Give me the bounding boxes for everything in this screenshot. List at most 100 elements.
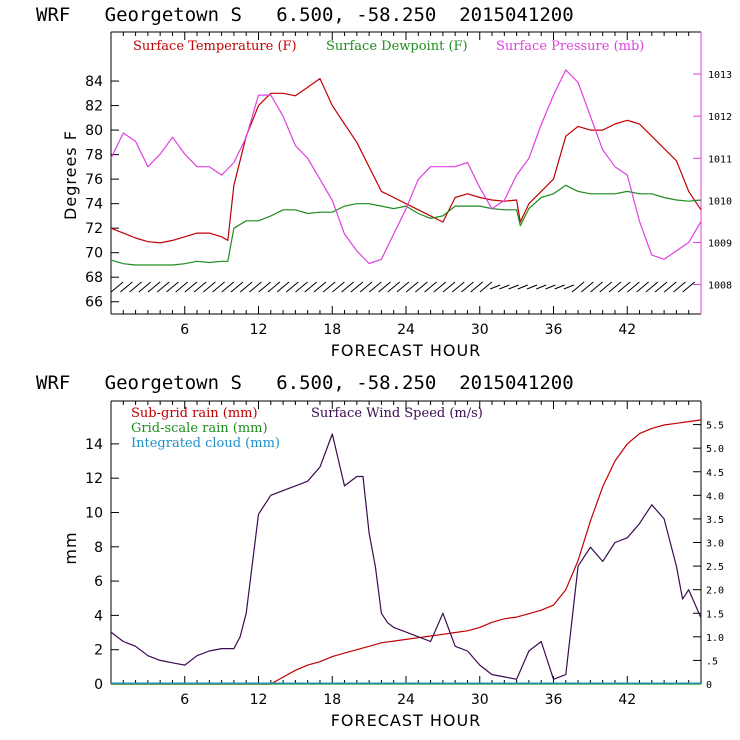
wind-barb	[590, 281, 603, 293]
y-tick-label: 76	[85, 172, 103, 188]
x-tick-label: 30	[471, 322, 489, 338]
y-tick-label: 80	[85, 123, 103, 139]
wind-barb	[636, 281, 649, 293]
y2-tick-label: 3.0	[706, 539, 724, 550]
wind-barb	[433, 281, 447, 293]
x-tick-label: 18	[323, 692, 341, 708]
wind-barb	[571, 281, 585, 293]
wind-barb	[489, 284, 501, 290]
wind-barb	[673, 281, 686, 293]
wind-barb	[442, 281, 456, 293]
surface-wind-speed-line	[110, 433, 702, 680]
wind-barb	[203, 281, 216, 293]
wind-barb	[387, 281, 401, 293]
wind-barb	[147, 281, 161, 293]
wind-barb	[378, 281, 391, 293]
top-chart-title: WRF Georgetown S 6.500, -58.250 20150412…	[36, 4, 574, 26]
y2-tick-label: 1.5	[706, 609, 724, 620]
legend-grid-scale-rain: Grid-scale rain (mm)	[131, 421, 268, 436]
wind-barb	[175, 281, 188, 293]
wind-barb	[599, 281, 613, 293]
wind-barb	[479, 281, 493, 293]
wind-barb	[508, 284, 519, 290]
y2-tick-label: 1012	[708, 112, 732, 123]
top-y-axis-label: Degrees F	[61, 130, 80, 220]
y2-tick-label: 1013	[708, 70, 732, 81]
wind-barb	[267, 281, 281, 293]
x-tick-label: 24	[397, 692, 415, 708]
wind-barb	[424, 281, 437, 293]
wind-barb	[212, 281, 225, 293]
x-tick-label: 12	[250, 692, 268, 708]
wind-barb	[554, 284, 565, 290]
wind-barb	[156, 281, 170, 293]
y-tick-label: 8	[94, 540, 103, 556]
wind-barb	[184, 281, 198, 293]
wind-barb	[285, 281, 299, 293]
wind-barb	[663, 281, 677, 293]
wind-barb	[682, 281, 696, 293]
y2-tick-label: 1011	[708, 154, 732, 165]
wind-barb	[249, 281, 262, 293]
y2-tick-label: 0	[706, 680, 712, 691]
y2-tick-label: 1010	[708, 196, 732, 207]
x-tick-label: 36	[545, 322, 563, 338]
wind-barb	[221, 281, 235, 293]
wind-barb	[580, 281, 594, 293]
y2-tick-label: 5.0	[706, 444, 724, 455]
bottom-y-axis-label: mm	[61, 531, 80, 564]
y-tick-label: 84	[85, 74, 103, 90]
wind-barb	[396, 281, 410, 293]
y-tick-label: 0	[94, 677, 103, 693]
wind-barb	[313, 281, 327, 293]
y2-tick-label: 1009	[708, 238, 732, 249]
x-tick-label: 42	[618, 322, 636, 338]
wind-barb	[368, 281, 382, 293]
legend-surface-pressure: Surface Pressure (mb)	[496, 39, 644, 54]
wind-barb	[526, 284, 538, 290]
y-tick-label: 68	[85, 270, 103, 286]
wind-barb	[166, 281, 179, 293]
y-tick-label: 14	[85, 437, 103, 453]
wind-barb	[359, 281, 373, 293]
wind-barb	[258, 281, 271, 293]
y2-tick-label: 2.0	[706, 586, 724, 597]
y-tick-label: 74	[85, 197, 103, 213]
y2-tick-label: 4.5	[706, 468, 724, 479]
surface-pressure-line	[110, 69, 702, 265]
y2-tick-label: 4.0	[706, 491, 724, 502]
sub-grid-rain-line	[111, 419, 702, 685]
legend-integrated-cloud: Integrated cloud (mm)	[131, 436, 280, 451]
wind-barb	[654, 281, 668, 293]
y2-tick-label: 2.5	[706, 562, 724, 573]
y-tick-label: 78	[85, 148, 103, 164]
wind-barb	[415, 281, 428, 293]
wind-barb	[332, 281, 345, 293]
x-tick-label: 36	[545, 692, 563, 708]
wind-barb	[627, 281, 640, 293]
wind-barb	[405, 281, 419, 293]
wind-barb	[295, 281, 308, 293]
bottom-x-axis-label: FORECAST HOUR	[331, 711, 482, 730]
y-tick-label: 10	[85, 505, 103, 521]
x-tick-label: 42	[618, 692, 636, 708]
wind-barb	[110, 281, 124, 293]
x-tick-label: 18	[323, 322, 341, 338]
wind-barb	[545, 284, 556, 290]
precipitation-panel: WRF Georgetown S 6.500, -58.250 20150412…	[36, 372, 724, 730]
legend-sub-grid-rain: Sub-grid rain (mm)	[131, 406, 258, 421]
wind-barb	[645, 281, 659, 293]
x-tick-label: 24	[397, 322, 415, 338]
wind-barb	[322, 281, 336, 293]
wind-barb	[536, 284, 547, 290]
wind-barb	[129, 281, 142, 293]
wind-barb	[499, 284, 510, 290]
y2-tick-label: 5.5	[706, 421, 724, 432]
wind-barb	[517, 284, 528, 290]
wind-barb	[608, 281, 622, 293]
x-tick-label: 12	[250, 322, 268, 338]
wind-barb	[276, 281, 290, 293]
wind-barb	[451, 281, 465, 293]
y-tick-label: 4	[94, 608, 103, 624]
